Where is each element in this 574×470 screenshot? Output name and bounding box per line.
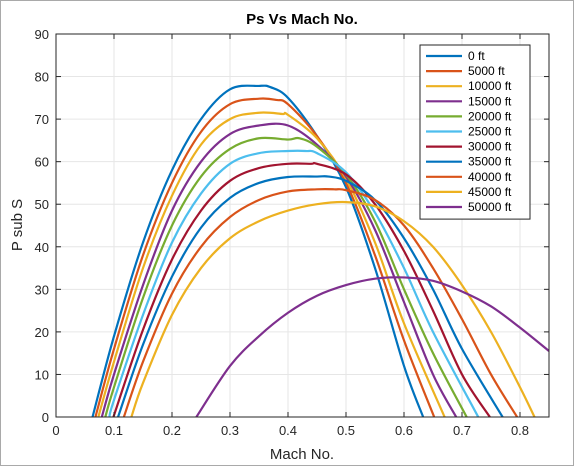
- x-tick-label: 0.7: [453, 423, 471, 438]
- series-line-0: [91, 84, 425, 417]
- x-tick-label: 0.3: [221, 423, 239, 438]
- legend-label-7: 35000 ft: [468, 155, 512, 169]
- y-tick-label: 0: [42, 410, 49, 425]
- legend-label-1: 5000 ft: [468, 64, 505, 78]
- legend-label-8: 40000 ft: [468, 170, 512, 184]
- series-line-3: [100, 122, 458, 417]
- legend-label-4: 20000 ft: [468, 109, 512, 123]
- y-axis-label: P sub S: [9, 199, 26, 251]
- y-tick-label: 90: [35, 27, 49, 42]
- legend-label-6: 30000 ft: [468, 140, 512, 154]
- legend-label-2: 10000 ft: [468, 79, 512, 93]
- x-tick-label: 0.2: [163, 423, 181, 438]
- x-tick-label: 0.1: [105, 423, 123, 438]
- x-tick-label: 0: [52, 423, 59, 438]
- y-tick-label: 30: [35, 282, 49, 297]
- y-tick-label: 20: [35, 325, 49, 340]
- legend-label-10: 50000 ft: [468, 200, 512, 214]
- axis-ticks: [55, 33, 549, 418]
- y-tick-label: 70: [35, 112, 49, 127]
- x-axis-label: Mach No.: [270, 446, 334, 463]
- series-line-5: [108, 149, 480, 417]
- series-line-2: [97, 111, 446, 417]
- series-line-4: [104, 136, 468, 417]
- y-tick-label: 50: [35, 197, 49, 212]
- x-tick-label: 0.5: [337, 423, 355, 438]
- legend-label-9: 45000 ft: [468, 185, 512, 199]
- y-tick-label: 10: [35, 367, 49, 382]
- y-tick-label: 60: [35, 155, 49, 170]
- x-tick-label: 0.4: [279, 423, 297, 438]
- legend-label-0: 0 ft: [468, 49, 485, 63]
- legend-label-5: 25000 ft: [468, 125, 512, 139]
- series-line-8: [122, 188, 519, 417]
- plot-area-border: [55, 33, 550, 418]
- chart-title: Ps Vs Mach No.: [246, 11, 358, 28]
- series-line-7: [117, 175, 504, 417]
- series-line-9: [130, 200, 536, 417]
- legend-label-3: 15000 ft: [468, 94, 512, 108]
- x-tick-label: 0.8: [511, 423, 529, 438]
- series-lines: [91, 84, 549, 417]
- axis-tick-labels: 0 0.1 0.2 0.3 0.4 0.5 0.6 0.7 0.8 0 10 20 30 40 50 60 70…: [35, 27, 530, 438]
- series-line-1: [94, 97, 436, 417]
- x-tick-label: 0.6: [395, 423, 413, 438]
- y-tick-label: 40: [35, 240, 49, 255]
- series-line-10: [195, 276, 549, 417]
- y-tick-label: 80: [35, 70, 49, 85]
- series-line-6: [112, 161, 491, 417]
